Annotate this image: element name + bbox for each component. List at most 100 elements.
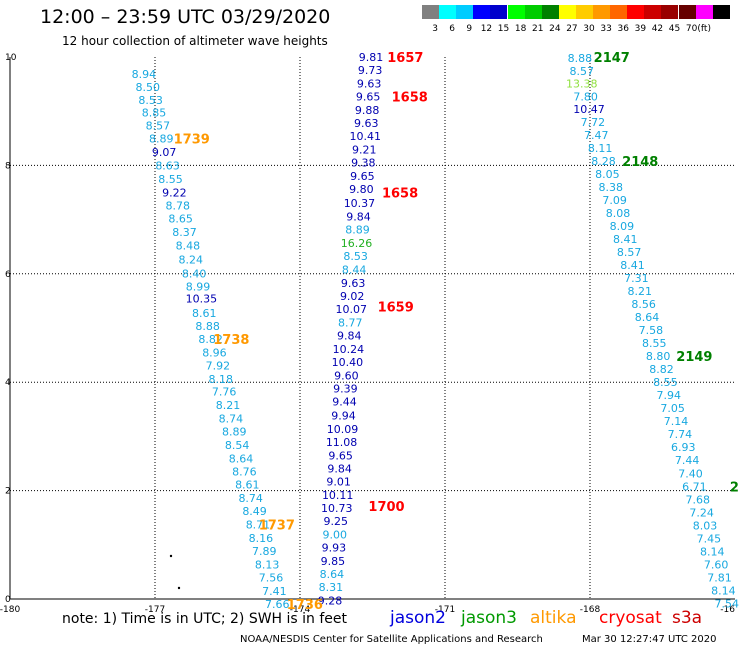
scale-label: 45 — [668, 24, 681, 34]
data-point-label: 10.07 — [335, 303, 367, 316]
scale-swatch — [712, 5, 730, 19]
stray-dot — [169, 554, 173, 558]
data-point-label: 8.16 — [249, 532, 274, 545]
time-annotation: 1658 — [392, 91, 428, 106]
data-point-label: 7.40 — [678, 467, 703, 480]
data-point-label: 8.85 — [142, 106, 167, 119]
stray-dot — [177, 586, 181, 590]
data-point-label: 10.41 — [350, 130, 382, 143]
data-point-label: 7.09 — [602, 194, 627, 207]
time-annotation: 1700 — [368, 500, 404, 515]
time-annotation: 1739 — [174, 132, 210, 147]
data-point-label: 7.56 — [259, 571, 284, 584]
scale-label: 39 — [634, 24, 647, 34]
scale-label: 36 — [617, 24, 629, 34]
data-point-label: 8.65 — [168, 213, 193, 226]
data-point-label: 9.22 — [162, 187, 187, 200]
scale-swatch — [422, 5, 439, 19]
scale-swatch — [593, 5, 610, 19]
data-point-label: 8.14 — [700, 545, 725, 558]
data-point-label: 9.60 — [334, 370, 359, 383]
data-point-label: 7.94 — [657, 389, 682, 402]
satellite-altika: altika — [530, 608, 577, 628]
data-point-label: 8.80 — [646, 350, 671, 363]
scale-swatch — [541, 5, 559, 19]
data-point-label: 8.38 — [599, 181, 624, 194]
scale-swatch — [644, 5, 662, 19]
scale-swatch — [507, 5, 525, 19]
data-point-label: 10.09 — [327, 423, 359, 436]
time-annotation: 1658 — [382, 187, 418, 202]
data-point-label: 9.65 — [356, 91, 381, 104]
data-point-label: 8.08 — [606, 207, 631, 220]
data-point-label: 7.44 — [675, 454, 700, 467]
data-point-label: 10.73 — [321, 502, 353, 515]
data-point-label: 9.80 — [349, 183, 374, 196]
data-point-label: 7.80 — [573, 91, 598, 104]
data-point-label: 7.45 — [697, 532, 722, 545]
data-point-label: 8.71 — [246, 519, 271, 532]
y-tick-label: 0 — [5, 595, 11, 605]
data-point-label: 6.71 — [682, 480, 707, 493]
data-point-label: 9.63 — [354, 117, 379, 130]
data-point-label: 6.93 — [671, 441, 696, 454]
satellite-jason3: jason3 — [461, 608, 517, 628]
data-point-label: 8.78 — [165, 200, 190, 213]
scale-swatch — [524, 5, 542, 19]
data-point-label: 8.54 — [225, 439, 250, 452]
x-tick-label: -180 — [0, 605, 20, 615]
scale-label: 70 — [685, 24, 698, 34]
data-point-label: 8.57 — [570, 65, 595, 78]
data-point-label: 9.73 — [358, 64, 383, 77]
x-tick-label: -171 — [435, 605, 455, 615]
scale-label: 12 — [480, 24, 493, 34]
data-point-label: 8.55 — [158, 173, 183, 186]
data-point-label: 8.57 — [146, 119, 171, 132]
data-point-label: 8.11 — [588, 142, 613, 155]
data-point-label: 8.21 — [216, 399, 241, 412]
data-point-label: 8.74 — [219, 413, 244, 426]
satellite-cryosat: cryosat — [599, 608, 662, 628]
scale-swatch — [473, 5, 491, 19]
data-point-label: 9.85 — [321, 555, 346, 568]
data-point-label: 9.93 — [322, 542, 347, 555]
data-point-label: 7.41 — [262, 585, 287, 598]
data-point-label: 10.11 — [322, 489, 354, 502]
data-point-label: 9.38 — [351, 157, 376, 170]
data-point-label: 9.88 — [355, 104, 380, 117]
data-point-label: 8.57 — [617, 246, 642, 259]
data-point-label: 8.28 — [591, 155, 616, 168]
data-point-label: 8.55 — [642, 337, 667, 350]
data-point-label: 8.55 — [653, 376, 678, 389]
data-point-label: 9.21 — [352, 144, 377, 157]
data-point-label: 9.28 — [318, 595, 343, 608]
data-point-label: 13.38 — [566, 78, 598, 91]
time-annotation: 1659 — [378, 300, 414, 315]
scale-swatch — [695, 5, 713, 19]
data-point-label: 9.39 — [333, 383, 358, 396]
data-point-label: 10.40 — [332, 356, 364, 369]
scale-swatch — [661, 5, 679, 19]
scale-label: (ft) — [697, 24, 711, 34]
scale-label: 6 — [449, 24, 456, 34]
x-tick-label: -16 — [720, 605, 735, 615]
data-point-label: 9.63 — [341, 277, 366, 290]
data-point-label: 8.05 — [595, 168, 620, 181]
page-subtitle: 12 hour collection of altimeter wave hei… — [62, 34, 328, 48]
data-point-label: 8.82 — [649, 363, 674, 376]
data-point-label: 9.84 — [337, 330, 362, 343]
data-point-label: 8.64 — [229, 453, 254, 466]
data-point-label: 9.94 — [331, 409, 356, 422]
data-point-label: 8.74 — [238, 492, 263, 505]
data-point-label: 7.31 — [624, 272, 649, 285]
generated-timestamp: Mar 30 12:27:47 UTC 2020 — [582, 634, 717, 645]
data-point-label: 7.74 — [668, 428, 693, 441]
time-annotation: 1737 — [259, 519, 295, 534]
data-point-label: 9.65 — [350, 170, 375, 183]
data-point-label: 8.50 — [136, 81, 161, 94]
data-point-label: 9.65 — [328, 449, 353, 462]
satellite-s3a: s3a — [672, 608, 703, 628]
y-tick-label: 2 — [5, 487, 11, 497]
data-point-label: 7.92 — [206, 359, 231, 372]
